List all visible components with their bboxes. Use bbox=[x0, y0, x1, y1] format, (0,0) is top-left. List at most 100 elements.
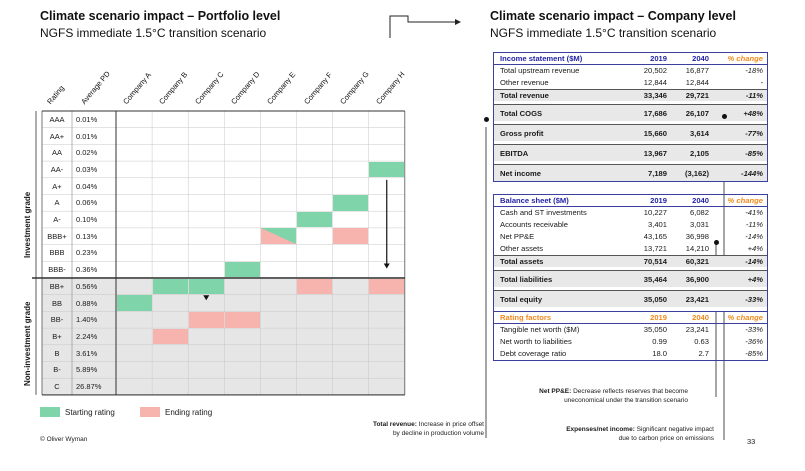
row-label: Other assets bbox=[500, 244, 544, 253]
income-header-row: Income statement ($M) 2019 2040 % change bbox=[494, 53, 767, 65]
non-investment-background bbox=[42, 277, 405, 396]
spacer bbox=[494, 141, 767, 144]
note-ppe-text2: uneconomical under the transition scenar… bbox=[564, 397, 688, 404]
factors-header-change: % change bbox=[727, 313, 763, 322]
row-2019: 43,165 bbox=[643, 232, 667, 241]
pd-value: 0.56% bbox=[76, 281, 98, 291]
row-label: Cash and ST investments bbox=[500, 208, 587, 217]
note-total-revenue-text2: by decline in production volume bbox=[392, 430, 484, 437]
rating-label: A+ bbox=[52, 181, 62, 191]
rating-label: BBB bbox=[49, 248, 65, 258]
row-label: Total COGS bbox=[500, 109, 543, 118]
row-change: -18% bbox=[745, 66, 763, 75]
pd-value: 5.89% bbox=[76, 365, 98, 375]
row-2040: 12,844 bbox=[685, 78, 709, 87]
rating-label: AAA bbox=[49, 114, 65, 124]
row-2019: 35,050 bbox=[643, 295, 667, 304]
balance-row-cash: Cash and ST investments 10,227 6,082 -41… bbox=[494, 207, 767, 219]
migration-cell-start bbox=[297, 211, 333, 228]
row-label: Gross profit bbox=[500, 129, 544, 138]
row-change: -11% bbox=[745, 220, 763, 229]
row-change: -41% bbox=[745, 208, 763, 217]
spacer bbox=[494, 121, 767, 124]
balance-header-2040: 2040 bbox=[692, 196, 709, 205]
row-2019: 33,346 bbox=[643, 91, 667, 100]
note-ppe: Net PP&E: Decrease reflects reserves tha… bbox=[480, 387, 688, 405]
rating-label: C bbox=[54, 382, 60, 391]
row-change: +4% bbox=[747, 275, 763, 284]
balance-header-label: Balance sheet ($M) bbox=[500, 196, 569, 205]
pd-value: 0.03% bbox=[76, 164, 98, 174]
row-2040: 36,900 bbox=[685, 275, 709, 284]
row-label: Total assets bbox=[500, 257, 544, 266]
migration-cell-end bbox=[369, 278, 405, 295]
row-2040: 3,614 bbox=[689, 129, 709, 138]
migration-cell-end bbox=[333, 228, 369, 245]
row-change: - bbox=[760, 78, 763, 87]
rating-label: BBB+ bbox=[47, 231, 67, 241]
pd-value: 0.04% bbox=[76, 181, 98, 191]
row-change: -33% bbox=[745, 325, 763, 334]
row-change: -11% bbox=[745, 91, 763, 100]
row-2040: 6,082 bbox=[689, 208, 709, 217]
income-header-label: Income statement ($M) bbox=[500, 54, 583, 63]
legend-start-label: Starting rating bbox=[65, 408, 115, 417]
cogs-bullet bbox=[722, 114, 727, 119]
balance-row-receivables: Accounts receivable 3,401 3,031 -11% bbox=[494, 219, 767, 231]
note-total-revenue-title: Total revenue: bbox=[372, 421, 417, 428]
income-row-net-income: Net income 7,189 (3,162) -144% bbox=[494, 164, 767, 181]
balance-row-total-assets: Total assets 70,514 60,321 -14% bbox=[494, 255, 767, 267]
row-label: Debt coverage ratio bbox=[500, 349, 567, 358]
rating-label: BB- bbox=[50, 315, 64, 325]
rating-label: BB bbox=[51, 298, 62, 308]
factors-header-row: Rating factors 2019 2040 % change bbox=[494, 312, 767, 324]
row-2040: 16,877 bbox=[685, 66, 709, 75]
income-header-2040: 2040 bbox=[692, 54, 709, 63]
balance-sheet-table: Balance sheet ($M) 2019 2040 % change Ca… bbox=[493, 194, 768, 361]
pd-value: 26.87% bbox=[76, 382, 102, 391]
factors-row-tnw: Tangible net worth ($M) 35,050 23,241 -3… bbox=[494, 324, 767, 336]
pd-value: 0.36% bbox=[76, 265, 98, 275]
pd-value: 0.10% bbox=[76, 215, 98, 224]
income-row-gross-profit: Gross profit 15,660 3,614 -77% bbox=[494, 124, 767, 141]
portfolio-subtitle: NGFS immediate 1.5°C transition scenario bbox=[40, 26, 267, 40]
rating-label: B bbox=[54, 348, 60, 358]
row-2019: 70,514 bbox=[643, 257, 667, 266]
migration-cell-start bbox=[116, 295, 152, 311]
rating-label: A bbox=[54, 198, 60, 208]
migration-cell-start-end bbox=[260, 228, 296, 245]
row-2019: 3,401 bbox=[647, 220, 667, 229]
spacer bbox=[494, 267, 767, 270]
migration-cell-start bbox=[369, 161, 405, 178]
income-header-change: % change bbox=[727, 54, 763, 63]
row-change: -36% bbox=[745, 337, 763, 346]
row-2040: 0.63 bbox=[694, 337, 709, 346]
income-row-ebitda: EBITDA 13,967 2,105 -85% bbox=[494, 144, 767, 161]
rating-label: AA- bbox=[50, 164, 64, 174]
migration-cell-end bbox=[188, 311, 224, 328]
factors-header-2019: 2019 bbox=[650, 313, 667, 322]
income-row-cogs: Total COGS 17,686 26,107 +48% bbox=[494, 104, 767, 121]
migration-cell-start bbox=[224, 261, 260, 278]
spacer bbox=[494, 287, 767, 290]
row-2040: 26,107 bbox=[685, 109, 709, 118]
migration-arrow-company-c-head bbox=[203, 295, 210, 301]
portfolio-matrix: Climate scenario impact – Portfolio leve… bbox=[23, 9, 406, 443]
row-2040: 2,105 bbox=[689, 149, 709, 158]
row-2019: 13,721 bbox=[643, 244, 667, 253]
row-label: Other revenue bbox=[500, 78, 549, 87]
spacer bbox=[494, 161, 767, 164]
matrix-grid bbox=[32, 110, 406, 396]
balance-row-other-assets: Other assets 13,721 14,210 +4% bbox=[494, 243, 767, 255]
row-label: Total equity bbox=[500, 295, 543, 304]
row-2040: 23,241 bbox=[685, 325, 709, 334]
rating-label: AA bbox=[51, 148, 62, 158]
note-ppe-title: Net PP&E: bbox=[539, 388, 572, 395]
row-2019: 15,660 bbox=[643, 129, 667, 138]
row-2019: 12,844 bbox=[643, 78, 667, 87]
pd-value: 0.02% bbox=[76, 148, 98, 158]
row-2019: 20,502 bbox=[643, 66, 667, 75]
row-change: -144% bbox=[741, 169, 763, 178]
row-change: -33% bbox=[745, 295, 763, 304]
income-header-2019: 2019 bbox=[650, 54, 667, 63]
